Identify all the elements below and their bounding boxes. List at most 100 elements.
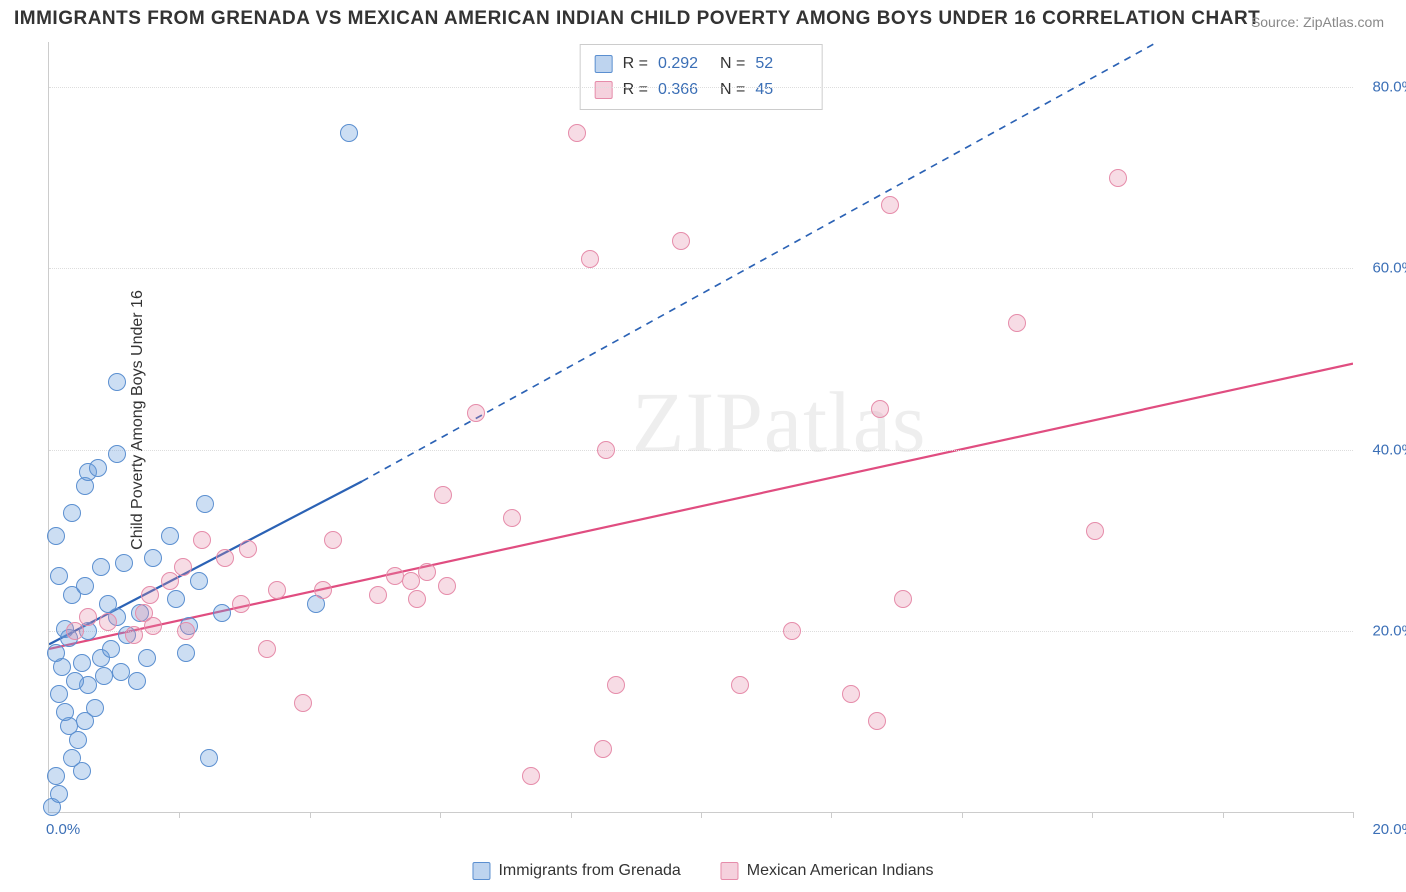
data-point-blue [115, 554, 133, 572]
y-tick-label: 20.0% [1372, 622, 1406, 639]
data-point-pink [467, 404, 485, 422]
data-point-blue [108, 373, 126, 391]
data-point-blue [95, 667, 113, 685]
data-point-blue [128, 672, 146, 690]
data-point-blue [112, 663, 130, 681]
data-point-blue [102, 640, 120, 658]
data-point-blue [161, 527, 179, 545]
data-point-pink [783, 622, 801, 640]
data-point-pink [672, 232, 690, 250]
data-point-pink [594, 740, 612, 758]
data-point-blue [50, 567, 68, 585]
data-point-pink [141, 586, 159, 604]
legend-item-pink: Mexican American Indians [721, 862, 934, 880]
data-point-pink [314, 581, 332, 599]
data-point-blue [167, 590, 185, 608]
swatch-blue-icon [595, 55, 613, 73]
data-point-blue [63, 749, 81, 767]
data-point-pink [438, 577, 456, 595]
data-point-pink [66, 622, 84, 640]
gridline [49, 268, 1353, 269]
chart-title: IMMIGRANTS FROM GRENADA VS MEXICAN AMERI… [14, 8, 1260, 30]
data-point-pink [369, 586, 387, 604]
r-value-pink: 0.366 [658, 77, 710, 103]
data-point-pink [408, 590, 426, 608]
data-point-pink [842, 685, 860, 703]
data-point-blue [56, 703, 74, 721]
watermark: ZIPatlas [632, 372, 927, 472]
data-point-blue [177, 644, 195, 662]
data-point-blue [108, 445, 126, 463]
data-point-blue [50, 785, 68, 803]
data-point-pink [522, 767, 540, 785]
x-tick-mark [1353, 812, 1354, 818]
data-point-blue [86, 699, 104, 717]
x-tick-mark [1223, 812, 1224, 818]
stats-row-blue: R = 0.292 N = 52 [595, 51, 808, 77]
data-point-pink [568, 124, 586, 142]
data-point-pink [894, 590, 912, 608]
gridline [49, 450, 1353, 451]
y-tick-label: 60.0% [1372, 260, 1406, 277]
data-point-pink [434, 486, 452, 504]
data-point-pink [881, 196, 899, 214]
data-point-blue [76, 577, 94, 595]
stats-row-pink: R = 0.366 N = 45 [595, 77, 808, 103]
x-tick-mark [440, 812, 441, 818]
trend-lines [49, 42, 1353, 812]
bottom-legend: Immigrants from Grenada Mexican American… [472, 862, 933, 880]
data-point-pink [731, 676, 749, 694]
x-tick-mark [962, 812, 963, 818]
r-value-blue: 0.292 [658, 51, 710, 77]
n-label: N = [720, 51, 745, 77]
n-value-blue: 52 [755, 51, 807, 77]
data-point-blue [66, 672, 84, 690]
data-point-pink [868, 712, 886, 730]
n-label: N = [720, 77, 745, 103]
x-origin-label: 0.0% [46, 821, 80, 838]
data-point-blue [99, 595, 117, 613]
data-point-pink [418, 563, 436, 581]
data-point-blue [63, 504, 81, 522]
x-tick-mark [310, 812, 311, 818]
data-point-blue [190, 572, 208, 590]
legend-item-blue: Immigrants from Grenada [472, 862, 680, 880]
legend-label-blue: Immigrants from Grenada [498, 862, 680, 880]
data-point-pink [161, 572, 179, 590]
data-point-pink [402, 572, 420, 590]
x-tick-mark [1092, 812, 1093, 818]
data-point-pink [1109, 169, 1127, 187]
data-point-pink [193, 531, 211, 549]
data-point-pink [294, 694, 312, 712]
swatch-pink-icon [595, 81, 613, 99]
data-point-blue [213, 604, 231, 622]
swatch-blue-icon [472, 862, 490, 880]
data-point-pink [581, 250, 599, 268]
n-value-pink: 45 [755, 77, 807, 103]
data-point-blue [73, 654, 91, 672]
data-point-pink [79, 608, 97, 626]
data-point-pink [871, 400, 889, 418]
data-point-pink [597, 441, 615, 459]
swatch-pink-icon [721, 862, 739, 880]
data-point-blue [47, 527, 65, 545]
data-point-pink [386, 567, 404, 585]
data-point-blue [196, 495, 214, 513]
data-point-blue [47, 644, 65, 662]
data-point-pink [125, 626, 143, 644]
data-point-blue [138, 649, 156, 667]
data-point-blue [340, 124, 358, 142]
data-point-blue [50, 685, 68, 703]
data-point-pink [99, 613, 117, 631]
data-point-pink [216, 549, 234, 567]
x-tick-mark [831, 812, 832, 818]
stats-legend-box: R = 0.292 N = 52 R = 0.366 N = 45 [580, 44, 823, 110]
source-label: Source: ZipAtlas.com [1251, 14, 1384, 30]
data-point-pink [503, 509, 521, 527]
x-tick-mark [571, 812, 572, 818]
r-label: R = [623, 51, 648, 77]
x-max-label: 20.0% [1372, 821, 1406, 838]
data-point-blue [144, 549, 162, 567]
data-point-blue [92, 558, 110, 576]
y-tick-label: 80.0% [1372, 79, 1406, 96]
